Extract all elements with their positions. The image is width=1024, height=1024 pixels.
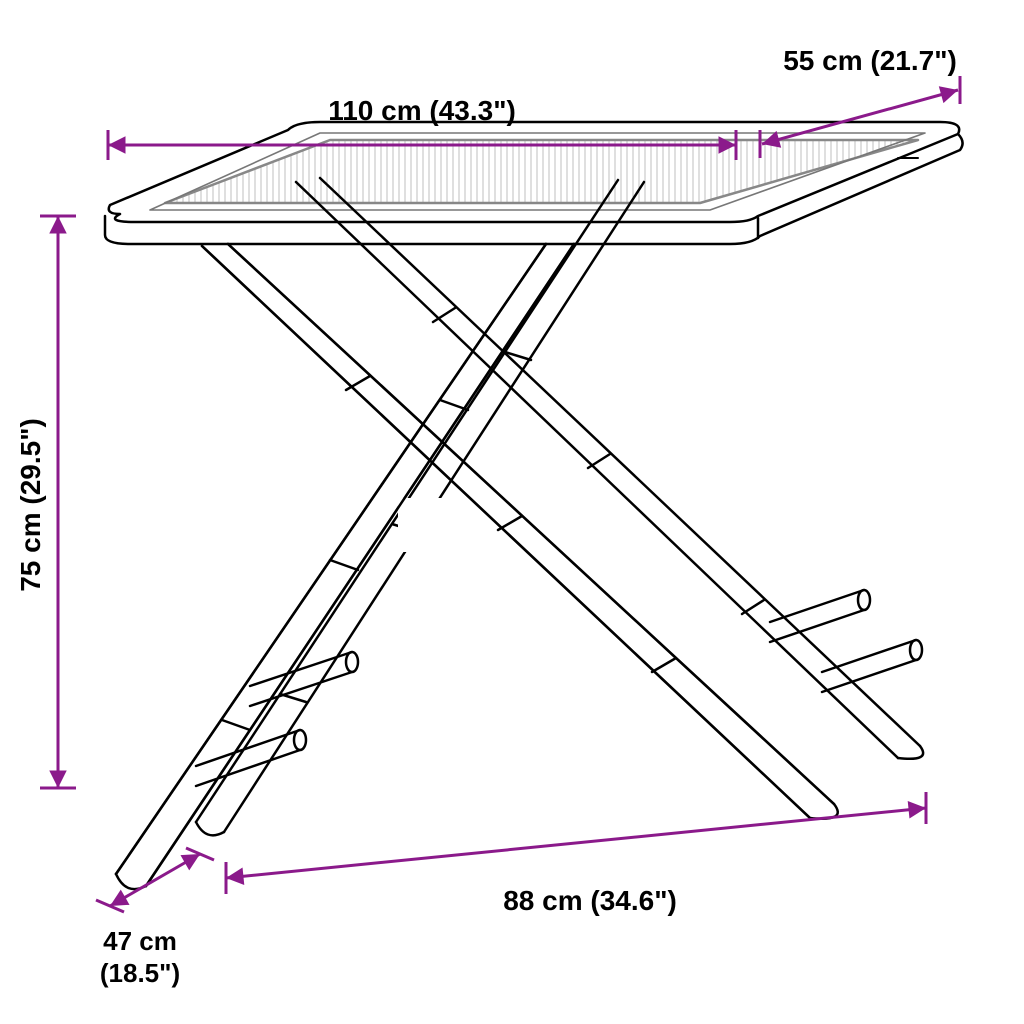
- label-height: 75 cm (29.5"): [15, 418, 46, 592]
- label-base-width: 88 cm (34.6"): [503, 885, 677, 916]
- label-top-depth: 55 cm (21.7"): [783, 45, 957, 76]
- label-base-depth-2: (18.5"): [100, 958, 180, 988]
- label-base-depth-1: 47 cm: [103, 926, 177, 956]
- dimension-diagram: 110 cm (43.3") 55 cm (21.7") 75 cm (29.5…: [0, 0, 1024, 1024]
- table-drawing: [105, 122, 963, 889]
- leg-rear-right: [296, 178, 923, 759]
- label-top-width: 110 cm (43.3"): [328, 95, 516, 126]
- leg-front-left: [116, 244, 574, 889]
- dim-base-depth: [96, 848, 214, 912]
- tabletop-surface: [165, 140, 918, 203]
- dim-base-width: [226, 792, 926, 894]
